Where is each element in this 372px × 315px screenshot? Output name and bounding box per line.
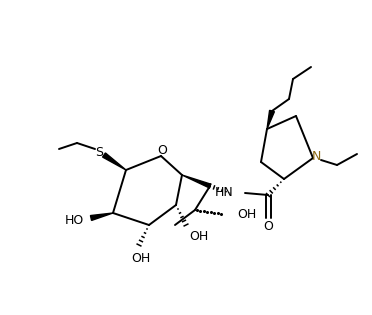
Text: S: S	[95, 146, 103, 158]
Polygon shape	[267, 110, 275, 129]
Polygon shape	[103, 153, 126, 170]
Text: N: N	[311, 151, 321, 163]
Text: O: O	[263, 220, 273, 232]
Text: HO: HO	[64, 215, 84, 227]
Text: O: O	[157, 144, 167, 157]
Polygon shape	[90, 213, 113, 220]
Text: OH: OH	[237, 209, 256, 221]
Polygon shape	[182, 175, 211, 188]
Text: OH: OH	[131, 251, 151, 265]
Text: OH: OH	[189, 231, 209, 243]
Text: HN: HN	[214, 186, 233, 199]
